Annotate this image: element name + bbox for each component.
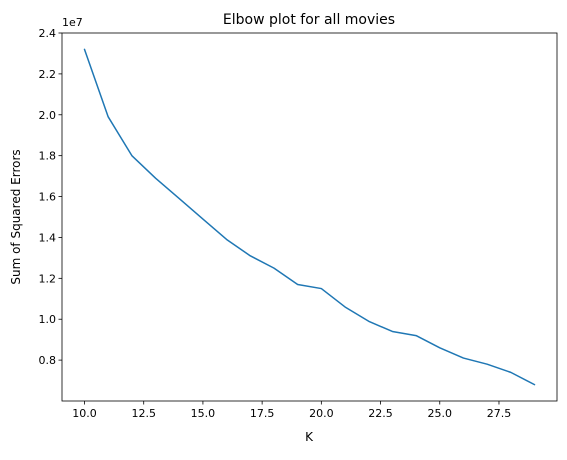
y-tick-label: 0.8 xyxy=(39,354,57,367)
y-offset-label: 1e7 xyxy=(62,16,83,29)
y-tick-label: 1.8 xyxy=(39,150,57,163)
x-tick-label: 17.5 xyxy=(250,407,275,420)
axes-frame xyxy=(61,32,558,402)
x-tick-label: 22.5 xyxy=(368,407,393,420)
series-line-0 xyxy=(83,48,536,386)
y-tick-label: 1.0 xyxy=(39,313,57,326)
y-tick-label: 1.2 xyxy=(39,272,57,285)
x-tick-label: 12.5 xyxy=(131,407,156,420)
x-axis-label: K xyxy=(305,430,314,444)
x-tick-label: 10.0 xyxy=(72,407,97,420)
y-tick-label: 2.2 xyxy=(39,68,57,81)
y-tick-label: 1.6 xyxy=(39,191,57,204)
x-tick-label: 15.0 xyxy=(191,407,216,420)
y-tick-label: 2.4 xyxy=(39,27,57,40)
x-tick-label: 25.0 xyxy=(428,407,453,420)
y-axis-label: Sum of Squared Errors xyxy=(9,149,23,284)
chart-title: Elbow plot for all movies xyxy=(223,12,395,28)
y-tick-label: 1.4 xyxy=(39,231,57,244)
plot-area: 10.0 12.5 15.0 17.5 20.0 22.5 25.0 27.5 0.8 1.0 1.… xyxy=(39,27,558,420)
y-tick-label: 2.0 xyxy=(39,109,57,122)
x-tick-label: 20.0 xyxy=(309,407,334,420)
x-tick-label: 27.5 xyxy=(487,407,512,420)
